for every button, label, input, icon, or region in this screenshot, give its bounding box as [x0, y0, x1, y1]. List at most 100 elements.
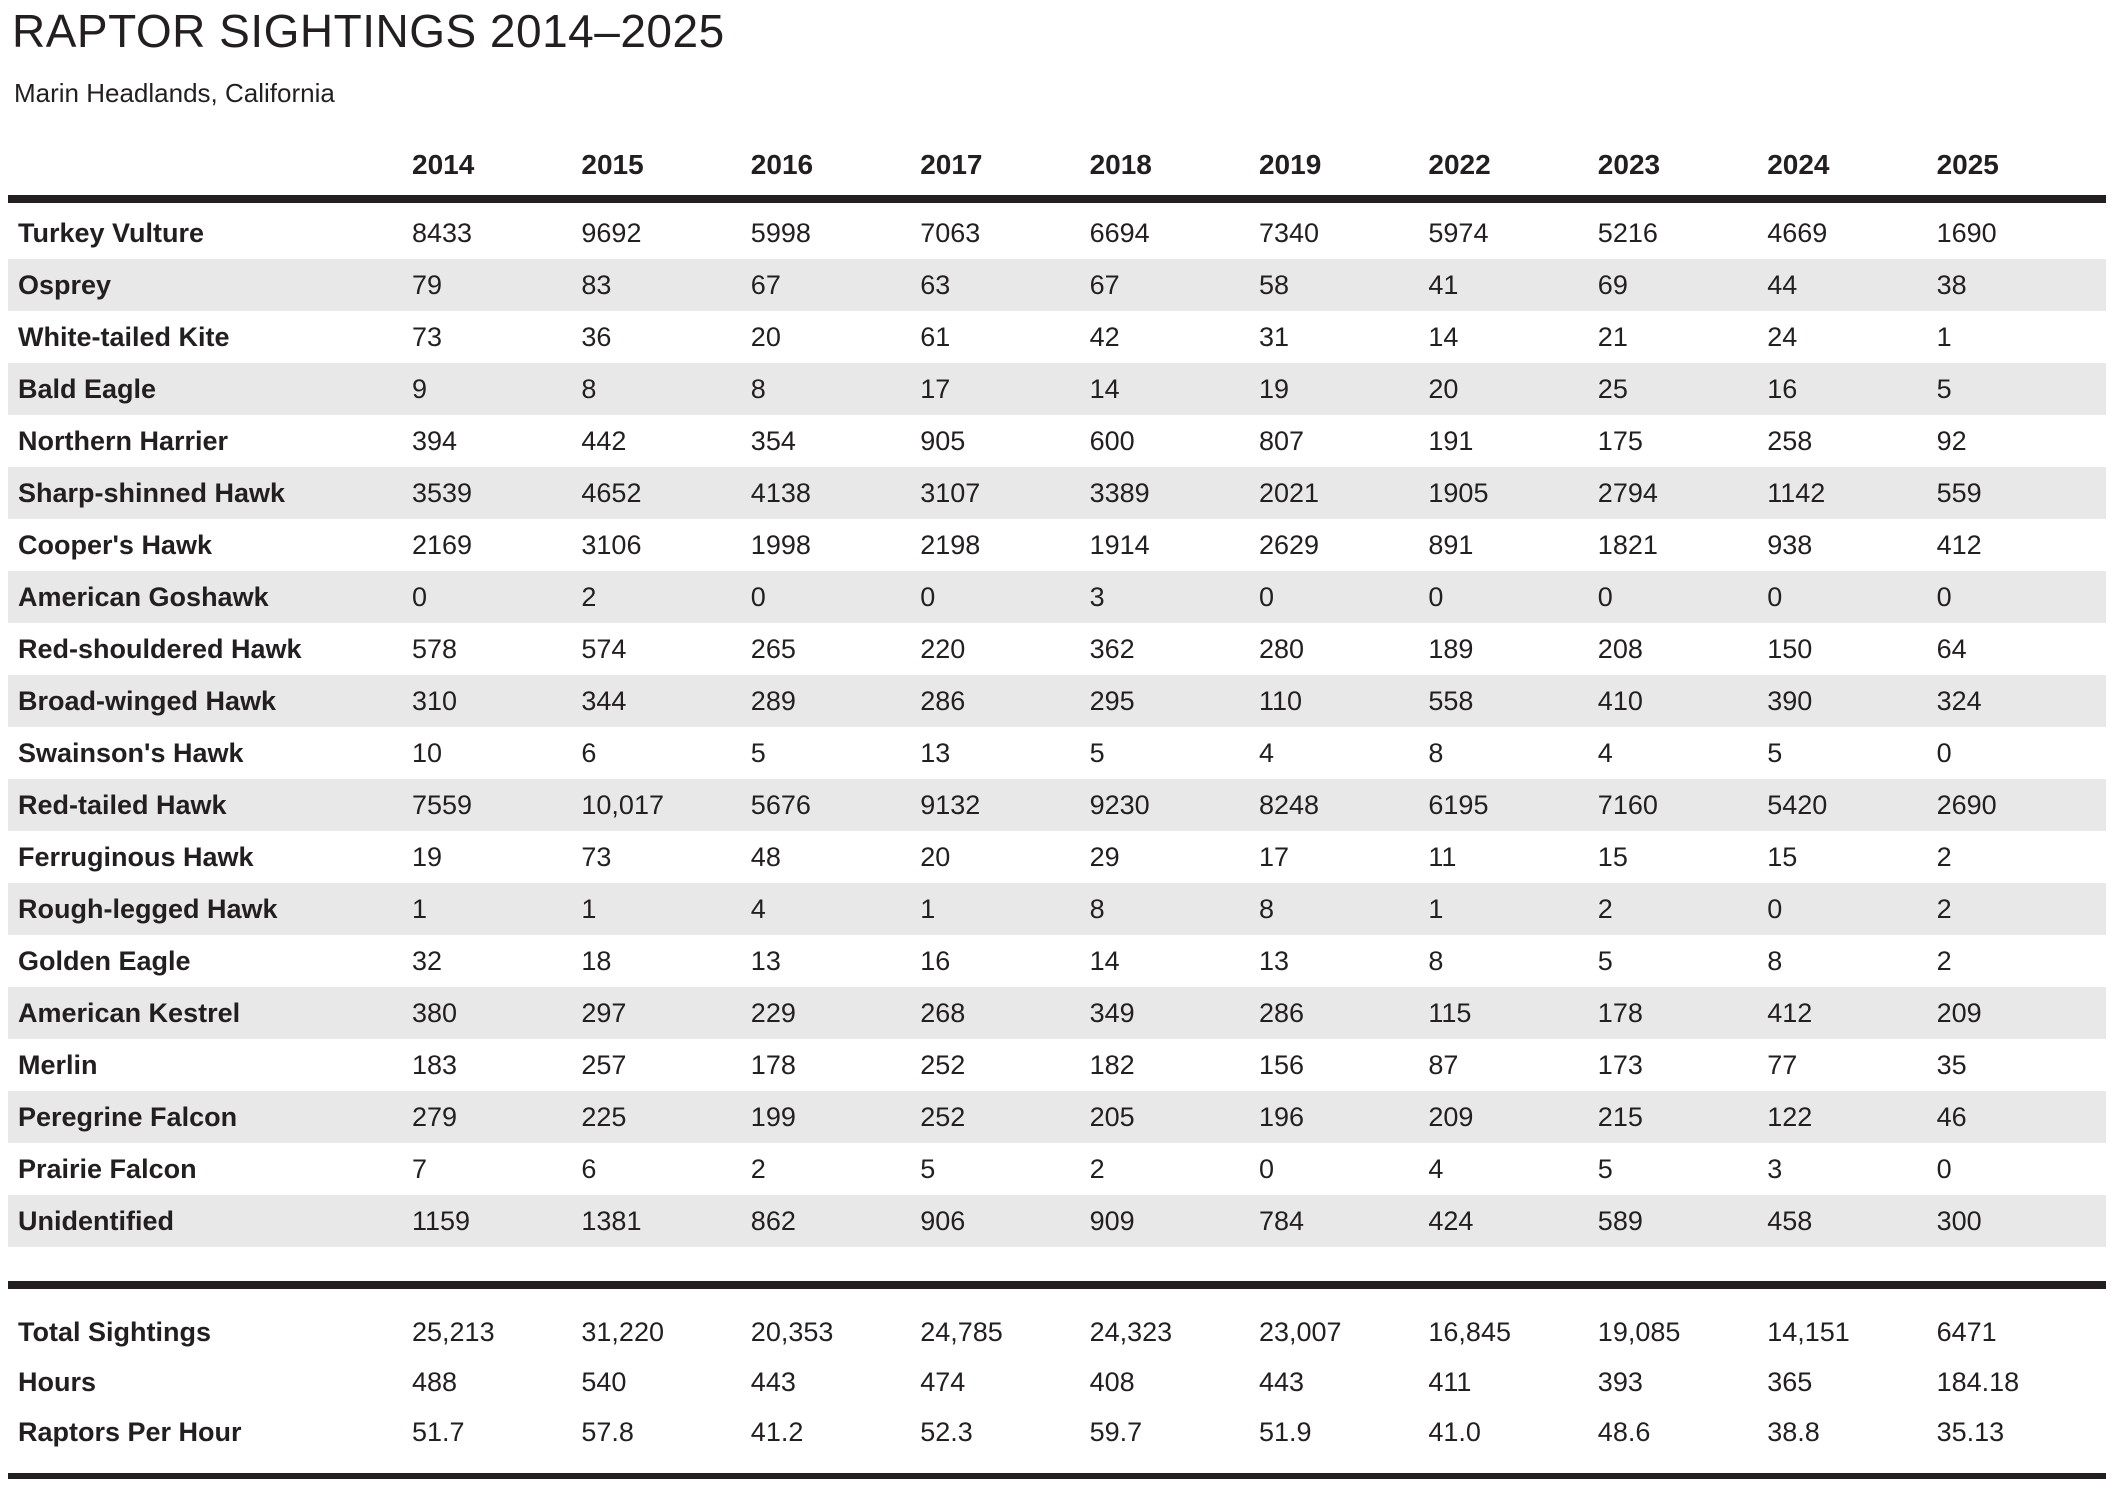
count-value: 69: [1597, 269, 1628, 300]
year-column-header: 2014: [412, 149, 475, 181]
count-value: 67: [1089, 269, 1120, 300]
table-row: Sharp-shinned Hawk 3539 4652 4138 3107 3389 20…: [8, 467, 2106, 520]
count-value: 558: [1428, 685, 1474, 716]
count-value: 279: [412, 1101, 458, 1132]
count-value: 905: [920, 425, 966, 456]
count-value: 3106: [581, 529, 642, 560]
species-label: Red-shouldered Hawk: [18, 633, 302, 664]
table-row: Peregrine Falcon 279 225 199 252 205 196 209 215…: [8, 1091, 2106, 1144]
count-value: 31,220: [581, 1316, 664, 1347]
count-value: 2629: [1258, 529, 1320, 560]
count-value: 5974: [1428, 217, 1489, 248]
count-value: 63: [920, 269, 951, 300]
count-value: 209: [1936, 997, 1982, 1028]
count-value: 178: [750, 1049, 796, 1080]
count-value: 199: [750, 1101, 796, 1132]
count-value: 3389: [1089, 477, 1150, 508]
count-value: 1: [1428, 893, 1444, 924]
count-value: 5: [1597, 1153, 1613, 1184]
table-row: Osprey 79 83 67 63 67 58 41 69 44 38: [8, 259, 2106, 312]
count-value: 9230: [1089, 789, 1150, 820]
count-value: 6471: [1936, 1316, 1997, 1347]
species-label: Cooper's Hawk: [18, 529, 212, 560]
count-value: 178: [1597, 997, 1643, 1028]
count-value: 215: [1597, 1101, 1643, 1132]
count-value: 9692: [581, 217, 642, 248]
count-value: 29: [1089, 841, 1120, 872]
count-value: 48.6: [1597, 1416, 1651, 1447]
count-value: 5676: [750, 789, 811, 820]
count-value: 411: [1428, 1366, 1472, 1397]
count-value: 286: [1258, 997, 1305, 1028]
count-value: 35: [1936, 1049, 1967, 1080]
count-value: 15: [1767, 841, 1798, 872]
count-value: 229: [750, 997, 796, 1028]
count-value: 3: [1089, 581, 1105, 612]
species-label: Prairie Falcon: [18, 1153, 197, 1184]
count-value: 5998: [750, 217, 811, 248]
count-value: 67: [750, 269, 781, 300]
count-value: 20: [920, 841, 951, 872]
table-row: Swainson's Hawk 10 6 5 13 5 4 8 4 5 0: [8, 727, 2106, 779]
count-value: 442: [581, 425, 627, 456]
count-value: 25,213: [412, 1316, 495, 1347]
count-value: 18: [581, 945, 612, 976]
bottom-rule: [8, 1473, 2106, 1480]
count-value: 83: [581, 269, 612, 300]
count-value: 6195: [1428, 789, 1489, 820]
count-value: 7063: [920, 217, 981, 248]
year-column-header: 2017: [920, 149, 983, 181]
table-row: Unidentified 1159 1381 862 906 909 784 424 589 45…: [8, 1195, 2106, 1248]
count-value: 5: [1936, 373, 1952, 404]
count-value: 8: [1428, 945, 1444, 976]
count-value: 73: [412, 321, 443, 352]
count-value: 1: [920, 893, 936, 924]
count-value: 16,845: [1428, 1316, 1511, 1347]
count-value: 225: [581, 1101, 627, 1132]
species-label: Osprey: [18, 269, 112, 300]
count-value: 6: [581, 737, 597, 768]
count-value: 0: [750, 581, 766, 612]
count-value: 182: [1089, 1049, 1135, 1080]
count-value: 183: [412, 1049, 458, 1080]
count-value: 408: [1089, 1366, 1135, 1397]
count-value: 5: [1767, 737, 1783, 768]
table-row: Hours 488 540 443 474 408 443 411 393 365 184.18: [8, 1357, 2106, 1407]
count-value: 2794: [1597, 477, 1658, 508]
count-value: 1142: [1767, 477, 1826, 508]
count-value: 42: [1089, 321, 1120, 352]
count-value: 64: [1936, 633, 1967, 664]
count-value: 2: [1936, 893, 1952, 924]
year-column-header: 2015: [581, 149, 644, 181]
species-label: Peregrine Falcon: [18, 1101, 238, 1132]
table-row: Red-tailed Hawk 7559 10,017 5676 9132 9230 824…: [8, 779, 2106, 832]
count-value: 9: [412, 373, 428, 404]
count-value: 474: [920, 1366, 966, 1397]
count-value: 2: [1936, 945, 1952, 976]
count-value: 2021: [1258, 477, 1320, 508]
count-value: 2169: [412, 529, 473, 560]
table-row: Northern Harrier 394 442 354 905 600 807 191 175…: [8, 415, 2106, 467]
species-label: Rough-legged Hawk: [18, 893, 278, 924]
count-value: 208: [1597, 633, 1643, 664]
count-value: 807: [1258, 425, 1305, 456]
species-label: Sharp-shinned Hawk: [18, 477, 286, 508]
count-value: 73: [581, 841, 612, 872]
species-label: Golden Eagle: [18, 945, 191, 976]
count-value: 4: [1258, 737, 1275, 768]
count-value: 488: [412, 1366, 458, 1397]
count-value: 7340: [1258, 217, 1320, 248]
count-value: 0: [1597, 581, 1613, 612]
count-value: 9132: [920, 789, 981, 820]
count-value: 540: [581, 1366, 627, 1397]
count-value: 10: [412, 737, 443, 768]
count-value: 46: [1936, 1101, 1967, 1132]
count-value: 17: [920, 373, 951, 404]
count-value: 173: [1597, 1049, 1643, 1080]
count-value: 14,151: [1767, 1316, 1850, 1347]
count-value: 443: [1258, 1366, 1305, 1397]
count-value: 5: [1597, 945, 1613, 976]
species-label: Merlin: [18, 1049, 98, 1080]
table-row: Ferruginous Hawk 19 73 48 20 29 17 11 15 15 2: [8, 831, 2106, 883]
